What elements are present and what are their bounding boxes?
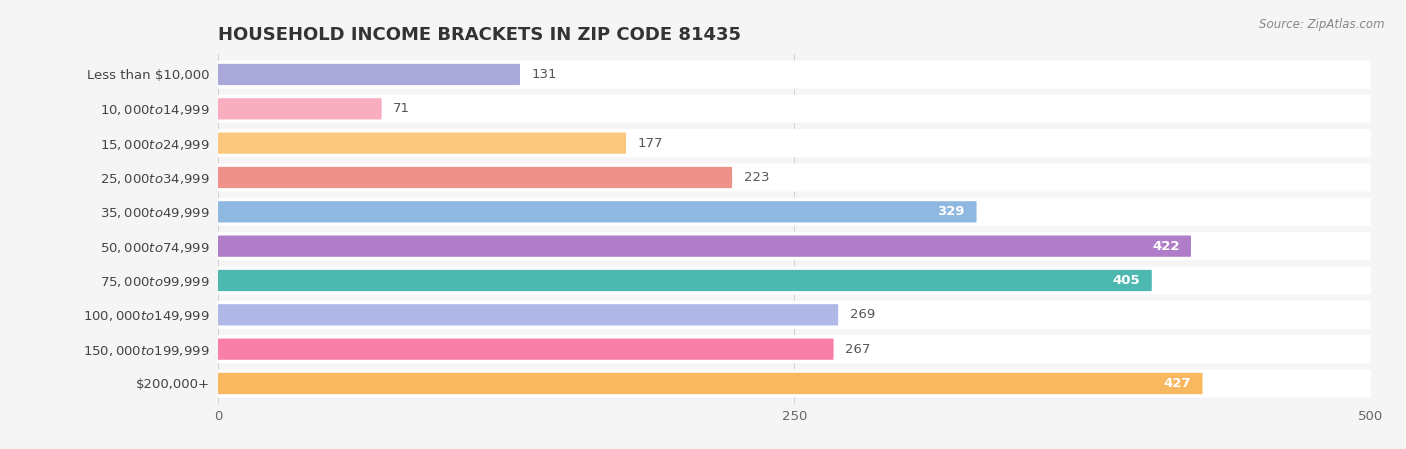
Text: 131: 131 — [531, 68, 557, 81]
FancyBboxPatch shape — [218, 129, 1371, 157]
FancyBboxPatch shape — [218, 270, 1152, 291]
FancyBboxPatch shape — [218, 198, 1371, 226]
Text: Source: ZipAtlas.com: Source: ZipAtlas.com — [1260, 18, 1385, 31]
FancyBboxPatch shape — [218, 167, 733, 188]
Text: 267: 267 — [845, 343, 870, 356]
FancyBboxPatch shape — [218, 301, 1371, 329]
FancyBboxPatch shape — [218, 61, 1371, 88]
FancyBboxPatch shape — [218, 163, 1371, 192]
FancyBboxPatch shape — [218, 370, 1371, 397]
Text: 427: 427 — [1164, 377, 1191, 390]
FancyBboxPatch shape — [218, 304, 838, 326]
FancyBboxPatch shape — [218, 339, 834, 360]
Text: 422: 422 — [1152, 240, 1180, 253]
Text: 71: 71 — [394, 102, 411, 115]
Text: HOUSEHOLD INCOME BRACKETS IN ZIP CODE 81435: HOUSEHOLD INCOME BRACKETS IN ZIP CODE 81… — [218, 26, 741, 44]
FancyBboxPatch shape — [218, 95, 1371, 123]
FancyBboxPatch shape — [218, 266, 1371, 295]
FancyBboxPatch shape — [218, 335, 1371, 363]
Text: 329: 329 — [938, 205, 965, 218]
FancyBboxPatch shape — [218, 232, 1371, 260]
Text: 405: 405 — [1112, 274, 1140, 287]
FancyBboxPatch shape — [218, 236, 1191, 257]
FancyBboxPatch shape — [218, 373, 1202, 394]
Text: 177: 177 — [637, 136, 664, 150]
Text: 269: 269 — [849, 308, 875, 321]
FancyBboxPatch shape — [218, 98, 381, 119]
FancyBboxPatch shape — [218, 64, 520, 85]
FancyBboxPatch shape — [218, 132, 626, 154]
Text: 223: 223 — [744, 171, 769, 184]
FancyBboxPatch shape — [218, 201, 977, 222]
